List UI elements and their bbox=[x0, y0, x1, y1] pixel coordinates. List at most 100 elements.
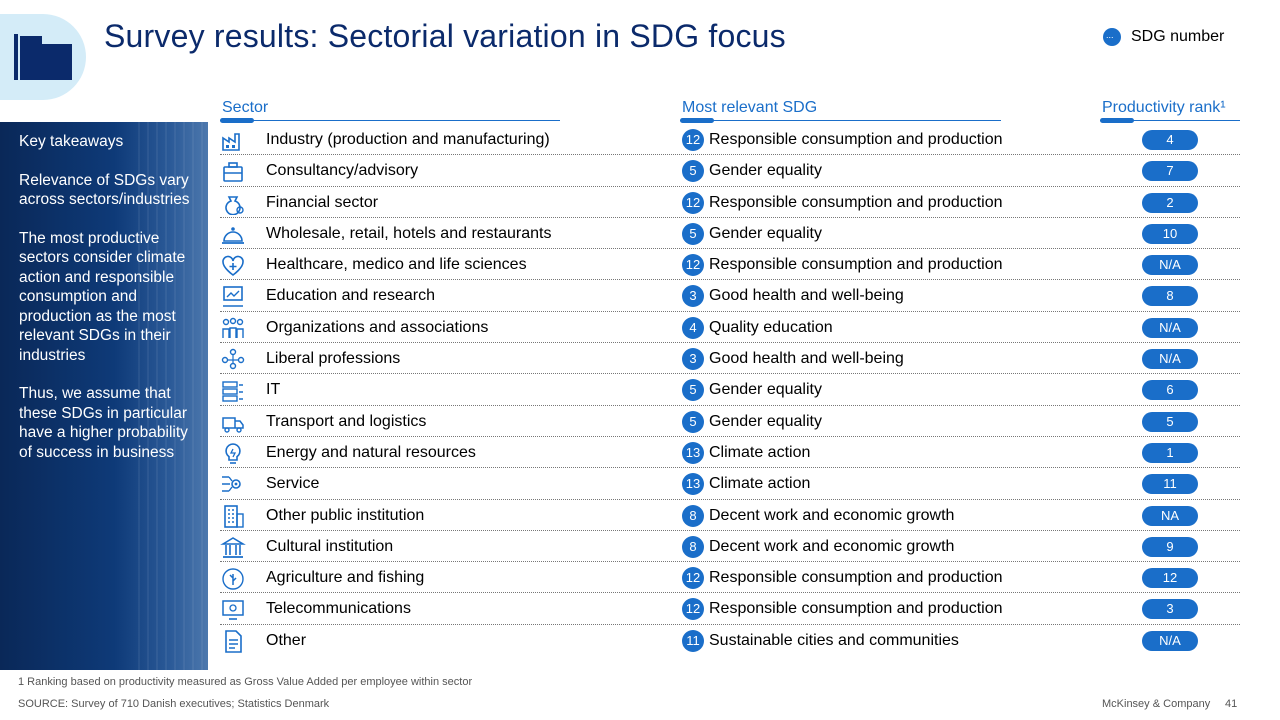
sdg-header-tab bbox=[680, 118, 714, 123]
table-row: Liberal professions 3 Good health and well… bbox=[220, 343, 1240, 375]
sdg-number-badge: 12 bbox=[682, 191, 704, 214]
source-note: SOURCE: Survey of 710 Danish executives;… bbox=[18, 698, 330, 710]
productivity-rank-badge: N/A bbox=[1142, 255, 1198, 276]
productivity-rank-badge: 2 bbox=[1142, 192, 1198, 213]
sdg-name: Decent work and economic growth bbox=[709, 506, 955, 524]
sdg-name: Responsible consumption and production bbox=[709, 193, 1003, 211]
table-row: Healthcare, medico and life sciences 12 Re… bbox=[220, 249, 1240, 281]
rank-header-tab bbox=[1100, 118, 1134, 123]
legend: SDG number bbox=[1103, 28, 1224, 46]
factory-icon bbox=[222, 133, 240, 151]
table-row: Agriculture and fishing 12 Responsible con… bbox=[220, 562, 1240, 594]
sdg-name: Gender equality bbox=[709, 224, 822, 242]
sdg-number-badge: 12 bbox=[682, 129, 704, 151]
productivity-rank-badge: 9 bbox=[1142, 536, 1198, 557]
productivity-rank-badge: NA bbox=[1142, 505, 1198, 526]
sdg-header-rule bbox=[680, 120, 1001, 121]
sector-name: Industry (production and manufacturing) bbox=[266, 131, 550, 148]
sector-name: Transport and logistics bbox=[266, 412, 427, 430]
lightbulb-icon bbox=[225, 443, 241, 464]
productivity-rank-badge: 1 bbox=[1142, 442, 1198, 463]
sector-header-tab bbox=[220, 118, 254, 123]
productivity-rank-badge: 5 bbox=[1142, 411, 1198, 432]
sector-name: Wholesale, retail, hotels and restaurant… bbox=[266, 224, 552, 242]
table-row: IT 5 Gender equality 6 bbox=[220, 374, 1240, 406]
productivity-rank-badge: 4 bbox=[1142, 130, 1198, 150]
table-row: Organizations and associations 4 Quality e… bbox=[220, 312, 1240, 344]
sector-name: Education and research bbox=[266, 287, 435, 305]
sdg-name: Responsible consumption and production bbox=[709, 256, 1003, 274]
takeaway-2: The most productive sectors consider cli… bbox=[19, 229, 186, 364]
sector-name: Healthcare, medico and life sciences bbox=[266, 256, 527, 274]
sdg-number-badge: 13 bbox=[682, 441, 704, 464]
rank-header-rule bbox=[1100, 120, 1240, 121]
sector-name: Organizations and associations bbox=[266, 318, 489, 336]
page-title: Survey results: Sectorial variation in S… bbox=[104, 18, 786, 54]
document-icon bbox=[225, 629, 242, 653]
server-icon bbox=[222, 381, 243, 403]
sector-name: Other public institution bbox=[266, 506, 425, 524]
productivity-rank-badge: 12 bbox=[1142, 568, 1198, 589]
sdg-name: Gender equality bbox=[709, 381, 822, 399]
productivity-rank-badge: 6 bbox=[1142, 380, 1198, 401]
footnote: 1 Ranking based on productivity measured… bbox=[18, 676, 473, 688]
productivity-rank-badge: 10 bbox=[1142, 223, 1198, 244]
sdg-number-badge: 3 bbox=[682, 348, 704, 371]
monitor-icon bbox=[222, 600, 244, 621]
productivity-rank-badge: N/A bbox=[1142, 630, 1198, 651]
productivity-rank-badge: N/A bbox=[1142, 349, 1198, 370]
network-people-icon bbox=[221, 348, 245, 370]
folder-icon bbox=[14, 34, 72, 80]
sdg-name: Climate action bbox=[709, 443, 811, 461]
sector-table: Industry (production and manufacturing) 1… bbox=[220, 124, 1240, 656]
leaf-icon bbox=[222, 568, 244, 590]
sdg-number-badge: 8 bbox=[682, 504, 704, 527]
sector-name: Cultural institution bbox=[266, 537, 394, 555]
money-bag-icon bbox=[225, 195, 244, 215]
table-row: Wholesale, retail, hotels and restaurant… bbox=[220, 218, 1240, 250]
sdg-name: Climate action bbox=[709, 475, 811, 493]
sdg-column-header: Most relevant SDG bbox=[682, 99, 818, 116]
takeaway-1: Relevance of SDGs vary across sectors/in… bbox=[19, 171, 190, 209]
sector-name: Other bbox=[266, 631, 307, 649]
sidebar-texture bbox=[138, 122, 208, 670]
people-group-icon bbox=[222, 317, 244, 338]
productivity-rank-badge: 8 bbox=[1142, 286, 1198, 307]
table-row: Cultural institution 8 Decent work and eco… bbox=[220, 531, 1240, 563]
sdg-name: Responsible consumption and production bbox=[709, 569, 1003, 587]
sector-name: Liberal professions bbox=[266, 350, 401, 368]
table-row: Telecommunications 12 Responsible consumpt… bbox=[220, 593, 1240, 625]
sector-name: Telecommunications bbox=[266, 600, 411, 618]
sdg-name: Gender equality bbox=[709, 162, 822, 180]
productivity-rank-badge: 3 bbox=[1142, 599, 1198, 620]
sdg-number-badge: 11 bbox=[682, 629, 704, 652]
key-takeaways-heading: Key takeaways bbox=[19, 133, 124, 150]
sdg-number-badge: 5 bbox=[682, 379, 704, 402]
legend-label: SDG number bbox=[1131, 28, 1225, 45]
sector-name: Financial sector bbox=[266, 193, 379, 211]
productivity-rank-badge: 11 bbox=[1142, 474, 1198, 495]
sdg-name: Good health and well-being bbox=[709, 350, 904, 368]
table-row: Industry (production and manufacturing) 1… bbox=[220, 124, 1240, 156]
key-takeaways-panel: Key takeaways Relevance of SDGs vary acr… bbox=[0, 122, 208, 670]
sector-name: Consultancy/advisory bbox=[266, 162, 419, 180]
sdg-number-badge: 3 bbox=[682, 285, 704, 308]
building-icon bbox=[224, 504, 244, 528]
sdg-name: Good health and well-being bbox=[709, 287, 904, 305]
table-row: Other public institution 8 Decent work and… bbox=[220, 500, 1240, 531]
sdg-name: Responsible consumption and production bbox=[709, 131, 1003, 148]
sdg-number-badge: 5 bbox=[682, 160, 704, 183]
sdg-name: Quality education bbox=[709, 318, 833, 336]
table-row: Consultancy/advisory 5 Gender equality 7 bbox=[220, 155, 1240, 187]
rank-column-header: Productivity rank¹ bbox=[1102, 99, 1226, 116]
service-bell-icon bbox=[222, 227, 244, 244]
sdg-name: Decent work and economic growth bbox=[709, 537, 955, 555]
sdg-number-badge: 13 bbox=[682, 473, 704, 496]
sdg-name: Sustainable cities and communities bbox=[709, 631, 959, 649]
sector-name: Service bbox=[266, 475, 320, 493]
table-row: Education and research 3 Good health and w… bbox=[220, 280, 1240, 312]
sdg-number-badge: 4 bbox=[682, 316, 704, 339]
table-row: Transport and logistics 5 Gender equality 5 bbox=[220, 406, 1240, 437]
sector-header-rule bbox=[220, 120, 560, 121]
sector-name: Agriculture and fishing bbox=[266, 569, 425, 587]
